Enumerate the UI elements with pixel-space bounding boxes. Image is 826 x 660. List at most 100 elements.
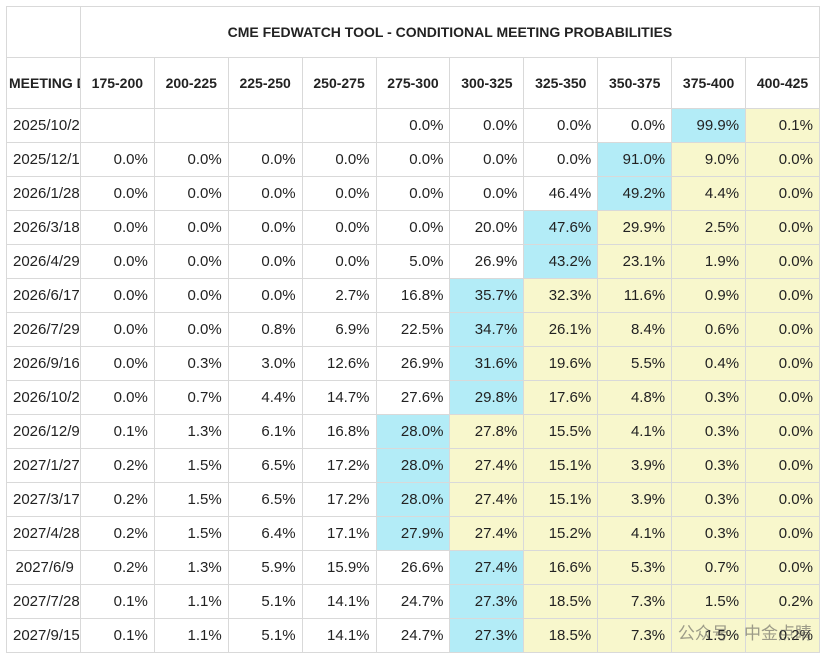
probability-cell: 28.0% <box>375 482 451 517</box>
probability-cell: 0.9% <box>671 278 747 313</box>
data-row: 2026/12/9 0.1% 1.3% 6.1% 16.8% 28.0% 27.8% 15.5… <box>6 414 820 449</box>
column-header: 175-200 <box>79 57 155 109</box>
probability-cell: 0.0% <box>153 244 229 279</box>
probability-cell: 1.3% <box>153 414 229 449</box>
probability-cell: 0.0% <box>745 550 820 585</box>
probability-cell: 4.1% <box>597 414 673 449</box>
probability-cell: 1.5% <box>153 516 229 551</box>
probability-cell: 32.3% <box>523 278 599 313</box>
probability-cell: 0.0% <box>597 108 673 143</box>
probability-cell: 28.0% <box>375 414 451 449</box>
probability-cell: 27.6% <box>375 380 451 415</box>
probability-cell: 24.7% <box>375 618 451 653</box>
probability-cell: 1.5% <box>153 448 229 483</box>
probability-cell: 43.2% <box>523 244 599 279</box>
data-row: 2026/3/18 0.0% 0.0% 0.0% 0.0% 0.0% 20.0% 47.6% 2… <box>6 210 820 245</box>
column-header: 250-275 <box>301 57 377 109</box>
probability-cell: 23.1% <box>597 244 673 279</box>
probability-cell: 0.0% <box>153 278 229 313</box>
probability-cell: 0.0% <box>375 108 451 143</box>
probability-cell: 0.0% <box>449 108 525 143</box>
probability-cell: 15.1% <box>523 482 599 517</box>
probability-cell: 0.1% <box>79 618 155 653</box>
probability-cell: 0.0% <box>745 210 820 245</box>
probability-cell: 0.0% <box>227 210 303 245</box>
probability-cell: 4.4% <box>671 176 747 211</box>
probability-cell: 27.9% <box>375 516 451 551</box>
probability-cell: 27.4% <box>449 550 525 585</box>
probability-cell: 5.5% <box>597 346 673 381</box>
data-row: 2027/9/15 0.1% 1.1% 5.1% 14.1% 24.7% 27.3% 18.5… <box>6 618 820 653</box>
probability-cell: 0.0% <box>79 312 155 347</box>
probability-cell: 4.8% <box>597 380 673 415</box>
probability-cell: 46.4% <box>523 176 599 211</box>
probability-cell: 0.0% <box>79 278 155 313</box>
data-row: 2027/1/27 0.2% 1.5% 6.5% 17.2% 28.0% 27.4% 15.1… <box>6 448 820 483</box>
probability-cell: 0.0% <box>153 176 229 211</box>
probability-cell: 27.4% <box>449 448 525 483</box>
probability-cell: 0.7% <box>153 380 229 415</box>
data-row: 2026/1/28 0.0% 0.0% 0.0% 0.0% 0.0% 0.0% 46.4% 49… <box>6 176 820 211</box>
probability-cell: 0.0% <box>301 210 377 245</box>
probability-cell: 0.0% <box>79 176 155 211</box>
probability-cell: 8.4% <box>597 312 673 347</box>
probability-cell: 0.0% <box>79 142 155 177</box>
column-header: MEETING DATE <box>6 57 81 109</box>
probability-cell: 0.1% <box>745 108 820 143</box>
probability-cell: 0.1% <box>79 584 155 619</box>
meeting-date: 2027/3/17 <box>6 482 81 517</box>
column-header: 375-400 <box>671 57 747 109</box>
probability-cell: 28.0% <box>375 448 451 483</box>
probability-cell: 0.3% <box>153 346 229 381</box>
probability-cell: 5.3% <box>597 550 673 585</box>
meeting-date: 2026/3/18 <box>6 210 81 245</box>
column-header: 225-250 <box>227 57 303 109</box>
column-header: 275-300 <box>375 57 451 109</box>
probability-cell: 15.2% <box>523 516 599 551</box>
meeting-date: 2027/6/9 <box>6 550 81 585</box>
probability-cell: 14.1% <box>301 618 377 653</box>
probability-cell <box>153 108 229 143</box>
probability-cell: 4.4% <box>227 380 303 415</box>
probability-cell: 0.1% <box>79 414 155 449</box>
meeting-date: 2026/4/29 <box>6 244 81 279</box>
probability-cell: 5.0% <box>375 244 451 279</box>
probability-cell: 49.2% <box>597 176 673 211</box>
probability-cell: 0.4% <box>671 346 747 381</box>
probability-cell: 0.0% <box>449 176 525 211</box>
meeting-date: 2026/1/28 <box>6 176 81 211</box>
probability-cell: 0.0% <box>449 142 525 177</box>
data-row: 2027/6/9 0.2% 1.3% 5.9% 15.9% 26.6% 27.4% 16.6%… <box>6 550 820 585</box>
probability-cell: 6.4% <box>227 516 303 551</box>
probability-cell: 0.0% <box>79 210 155 245</box>
meeting-date: 2025/10/29 <box>6 108 81 143</box>
probability-cell: 0.0% <box>227 142 303 177</box>
probability-cell: 29.9% <box>597 210 673 245</box>
probability-cell: 0.0% <box>153 142 229 177</box>
probability-cell: 34.7% <box>449 312 525 347</box>
data-row: 2027/4/28 0.2% 1.5% 6.4% 17.1% 27.9% 27.4% 15.2… <box>6 516 820 551</box>
probability-cell <box>79 108 155 143</box>
probability-cell: 0.7% <box>671 550 747 585</box>
probability-cell: 15.9% <box>301 550 377 585</box>
probability-cell: 5.1% <box>227 584 303 619</box>
probability-cell: 1.5% <box>671 618 747 653</box>
probability-cell: 7.3% <box>597 618 673 653</box>
probability-cell: 35.7% <box>449 278 525 313</box>
probability-cell: 3.0% <box>227 346 303 381</box>
probability-cell: 0.3% <box>671 516 747 551</box>
probability-cell: 0.3% <box>671 414 747 449</box>
probability-cell: 0.2% <box>79 550 155 585</box>
meeting-date: 2027/7/28 <box>6 584 81 619</box>
probability-cell: 12.6% <box>301 346 377 381</box>
probability-cell: 0.0% <box>745 176 820 211</box>
probability-cell: 0.0% <box>745 312 820 347</box>
probability-cell: 0.2% <box>79 448 155 483</box>
header-row: MEETING DATE175-200200-225225-250250-275… <box>6 57 820 109</box>
probability-cell: 3.9% <box>597 482 673 517</box>
data-row: 2026/4/29 0.0% 0.0% 0.0% 0.0% 5.0% 26.9% 43.2% 2… <box>6 244 820 279</box>
data-row: 2026/9/16 0.0% 0.3% 3.0% 12.6% 26.9% 31.6% 19.6… <box>6 346 820 381</box>
probability-cell: 22.5% <box>375 312 451 347</box>
probability-cell: 0.3% <box>671 482 747 517</box>
probability-cell: 0.0% <box>745 244 820 279</box>
